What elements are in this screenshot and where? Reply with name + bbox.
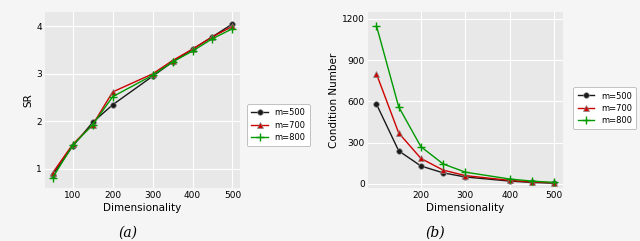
Legend: m=500, m=700, m=800: m=500, m=700, m=800 (247, 104, 310, 146)
Text: (b): (b) (426, 225, 445, 239)
Y-axis label: SR: SR (24, 93, 33, 107)
X-axis label: Dimensionality: Dimensionality (104, 202, 182, 213)
Y-axis label: Condition Number: Condition Number (329, 52, 339, 148)
Legend: m=500, m=700, m=800: m=500, m=700, m=800 (573, 87, 636, 129)
X-axis label: Dimensionality: Dimensionality (426, 202, 504, 213)
Text: (a): (a) (118, 225, 138, 239)
